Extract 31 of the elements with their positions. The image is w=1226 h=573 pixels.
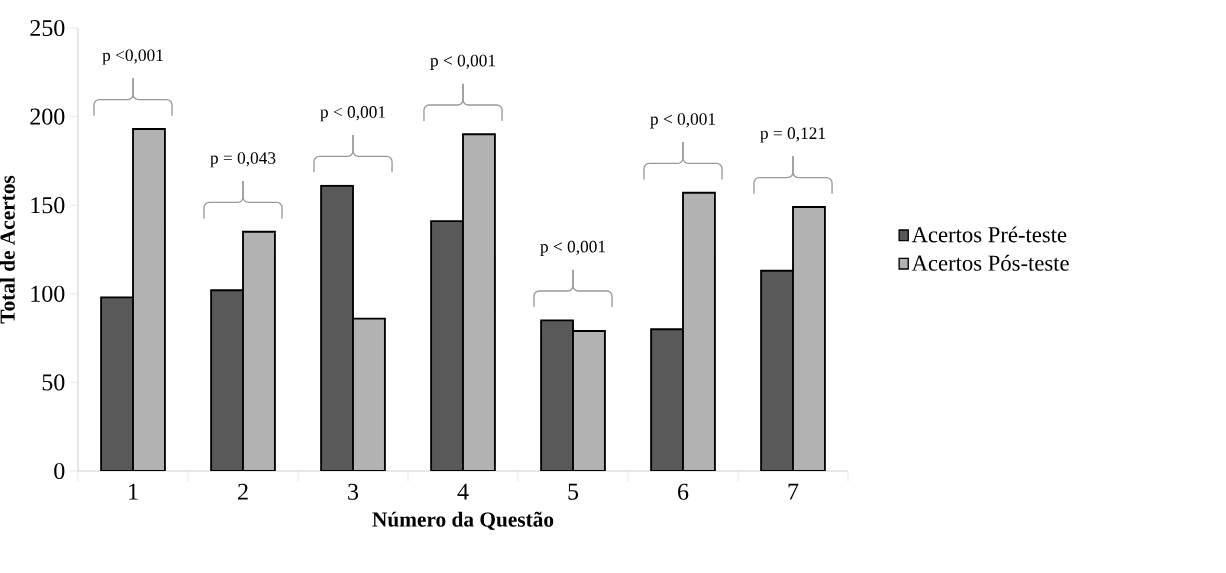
annotation: p <0,001 [102,49,163,65]
bar [540,319,574,471]
annotation: p = 0,043 [210,152,276,168]
annotation: p < 0,001 [540,240,606,256]
y-tick-label: 100 [31,285,65,302]
x-tick-label: 4 [457,483,469,500]
y-tick-label: 50 [42,374,65,391]
legend-label: Acertos Pré-teste [911,226,1067,243]
x-axis-title: Número da Questão [372,511,554,530]
x-tick-label: 7 [788,483,799,500]
x-tick-label: 6 [678,483,689,500]
legend-label: Acertos Pós-teste [911,254,1069,271]
x-tick-label: 2 [238,483,248,500]
y-axis-title: Total de Acertos [0,175,15,324]
x-tick-label: 5 [568,483,579,500]
bar [650,328,684,471]
annotation: p < 0,001 [320,106,386,122]
annotation: p = 0,121 [760,127,826,143]
bar [320,184,354,471]
bar [760,269,794,471]
annotation: p < 0,001 [430,54,496,70]
annotation: p < 0,001 [650,113,716,129]
y-tick-label: 0 [54,462,65,480]
bar [100,296,134,471]
x-tick-label: 3 [348,483,359,500]
y-tick-label: 200 [30,108,65,125]
y-tick-label: 150 [31,197,65,214]
bar [210,289,244,471]
x-tick-label: 1 [129,483,138,500]
y-tick-label: 250 [30,19,65,37]
bar [430,220,464,471]
